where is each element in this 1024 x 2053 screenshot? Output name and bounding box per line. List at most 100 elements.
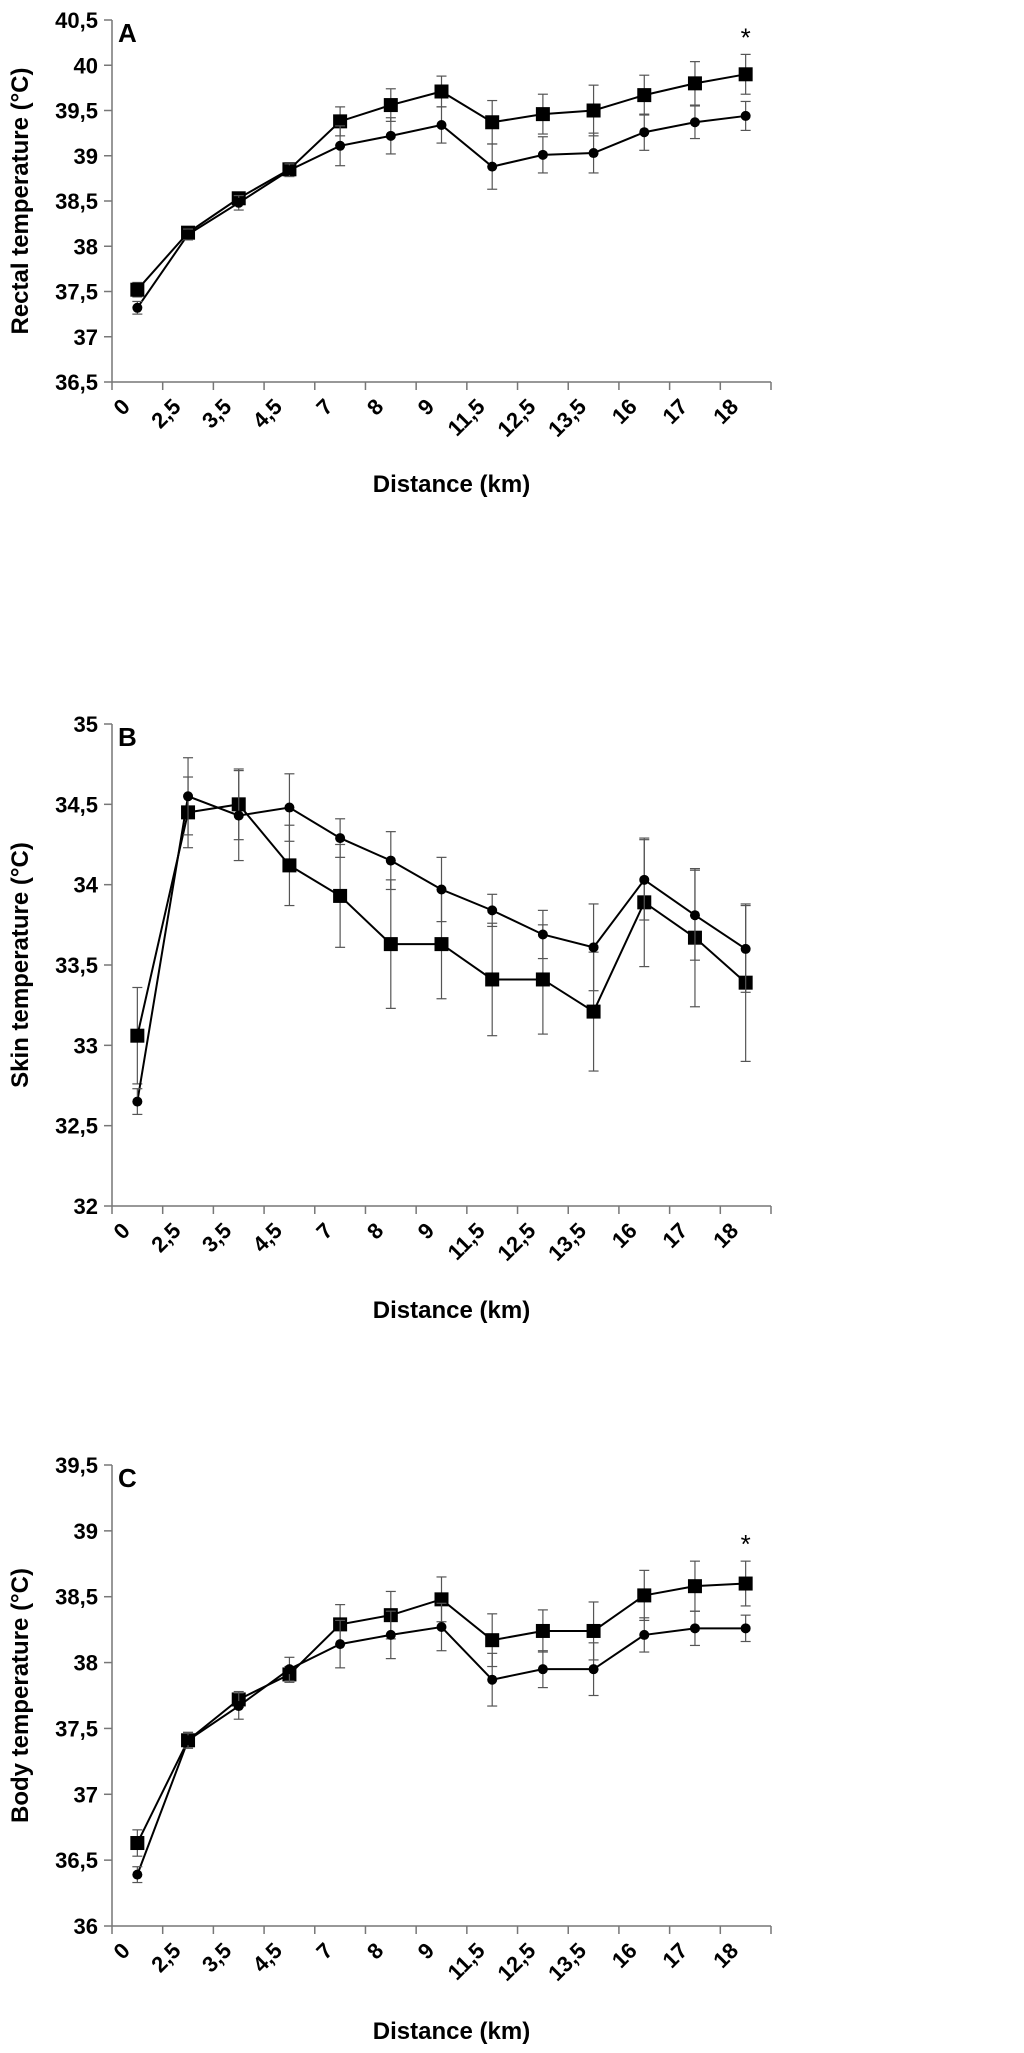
data-point-square <box>535 107 550 122</box>
x-tick-label: 3,5 <box>197 394 236 433</box>
x-tick-label: 7 <box>311 394 337 420</box>
data-point-circle <box>183 229 194 240</box>
x-tick-label: 9 <box>413 1938 439 1964</box>
data-point-circle <box>436 119 447 130</box>
chart-panel-c: 36 36,5 37 37,5 38 38,5 39 39,5 0 2,5 3,5 4,5 7 8 9 11,… <box>7 1453 772 2045</box>
series-line <box>136 114 746 309</box>
data-point-square <box>130 282 145 297</box>
y-axis-title: Skin temperature (°C) <box>7 842 34 1088</box>
x-tick-label: 16 <box>607 1218 642 1253</box>
panel-label: B <box>118 722 137 752</box>
x-axis-title: Distance (km) <box>373 1297 530 1324</box>
data-point-circle <box>284 165 295 176</box>
square-series <box>130 53 753 298</box>
data-point-circle <box>588 1664 599 1675</box>
data-point-circle <box>537 929 548 940</box>
data-point-circle <box>537 149 548 160</box>
panel-label: C <box>118 1463 137 1493</box>
x-tick-label: 2,5 <box>146 1218 185 1257</box>
data-point-circle <box>385 1629 396 1640</box>
data-point-circle <box>740 943 751 954</box>
data-point-circle <box>537 1664 548 1675</box>
data-point-square <box>535 972 550 987</box>
data-point-circle <box>740 110 751 121</box>
x-tick-label: 16 <box>607 1938 642 1973</box>
x-tick-label: 11,5 <box>443 394 490 441</box>
y-tick-label: 36 <box>74 1914 98 1939</box>
y-tick-label: 37 <box>74 1782 98 1807</box>
x-tick-label: 17 <box>658 1218 693 1253</box>
x-tick-label: 17 <box>658 394 693 429</box>
circle-series <box>132 100 751 315</box>
y-tick-label: 38,5 <box>55 1585 98 1610</box>
x-tick-label: 0 <box>109 1938 135 1964</box>
data-point-square <box>586 1004 601 1019</box>
data-point-circle <box>487 161 498 172</box>
x-tick-label: 9 <box>413 394 439 420</box>
data-point-circle <box>436 884 447 895</box>
data-point-square <box>434 84 449 99</box>
x-tick-label: 11,5 <box>443 1938 490 1985</box>
data-point-square <box>687 76 702 91</box>
x-tick-label: 16 <box>607 394 642 429</box>
data-point-square <box>282 858 297 873</box>
data-point-square <box>485 1633 500 1648</box>
x-tick-label: 13,5 <box>543 394 591 442</box>
data-point-circle <box>335 833 346 844</box>
data-point-square <box>586 103 601 118</box>
significance-marker: * <box>741 1529 751 1559</box>
data-point-square <box>586 1623 601 1638</box>
data-point-circle <box>639 127 650 138</box>
x-tick-label: 4,5 <box>248 1938 287 1977</box>
circle-series <box>132 757 751 1116</box>
y-tick-label: 34 <box>74 873 99 898</box>
y-tick-label: 37,5 <box>55 280 98 305</box>
data-point-square <box>485 972 500 987</box>
data-point-square <box>738 67 753 82</box>
y-tick-label: 40 <box>74 53 98 78</box>
y-tick-label: 37,5 <box>55 1716 98 1741</box>
y-tick-label: 32,5 <box>55 1114 98 1139</box>
y-tick-label: 32 <box>74 1194 98 1219</box>
series-line <box>136 1625 746 1875</box>
y-tick-label: 37 <box>74 325 98 350</box>
data-point-square <box>130 1028 145 1043</box>
x-tick-label: 12,5 <box>492 1938 540 1986</box>
y-tick-label: 39,5 <box>55 1453 98 1478</box>
x-axis-title: Distance (km) <box>373 2018 530 2045</box>
data-point-circle <box>689 1623 700 1634</box>
data-point-circle <box>132 302 143 313</box>
data-point-square <box>738 1576 753 1591</box>
x-tick-label: 8 <box>362 1938 388 1964</box>
data-point-square <box>383 98 398 113</box>
y-tick-label: 36,5 <box>55 1848 98 1873</box>
y-axis-title: Rectal temperature (°C) <box>7 68 34 335</box>
data-point-circle <box>588 148 599 159</box>
x-tick-label: 0 <box>109 1218 135 1244</box>
x-tick-label: 7 <box>311 1218 337 1244</box>
data-point-circle <box>335 140 346 151</box>
x-tick-label: 3,5 <box>197 1218 236 1257</box>
data-point-circle <box>385 130 396 141</box>
data-point-circle <box>233 1701 244 1712</box>
data-point-circle <box>487 905 498 916</box>
data-point-square <box>130 1836 145 1851</box>
y-tick-label: 38,5 <box>55 189 98 214</box>
x-tick-label: 7 <box>311 1938 337 1964</box>
y-tick-label: 39 <box>74 1519 98 1544</box>
data-point-square <box>637 88 652 103</box>
data-point-square <box>333 114 348 129</box>
y-tick-label: 33,5 <box>55 953 98 978</box>
data-point-circle <box>487 1674 498 1685</box>
data-point-circle <box>740 1623 751 1634</box>
data-point-circle <box>436 1622 447 1633</box>
data-point-circle <box>183 1735 194 1746</box>
data-point-square <box>434 937 449 952</box>
x-tick-label: 8 <box>362 394 388 420</box>
y-tick-label: 39,5 <box>55 99 98 124</box>
y-tick-label: 40,5 <box>55 8 98 33</box>
data-point-square <box>535 1623 550 1638</box>
x-tick-label: 0 <box>109 394 135 420</box>
y-axis-title: Body temperature (°C) <box>7 1568 34 1823</box>
